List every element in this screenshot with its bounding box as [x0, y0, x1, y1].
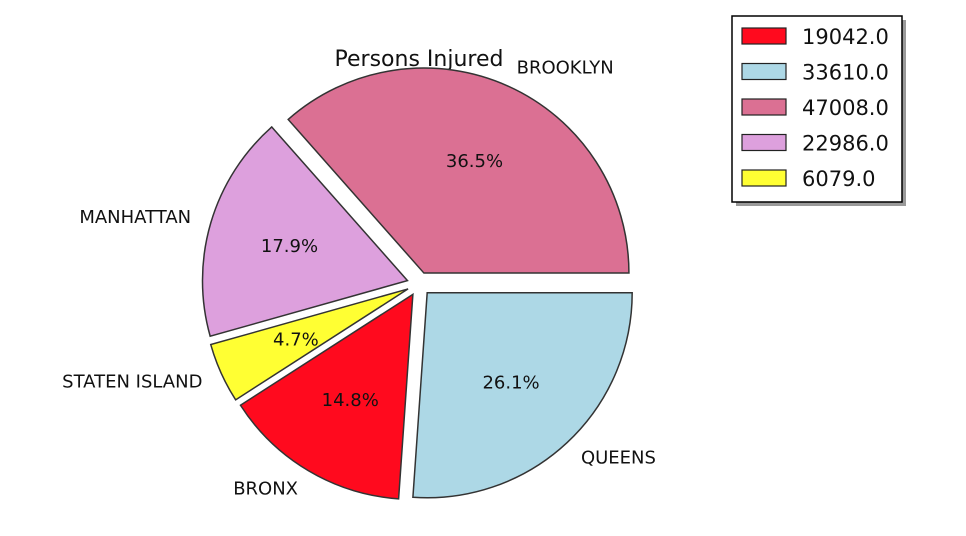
slice-labels: BROOKLYN MANHATTAN STATEN ISLAND BRONX QUEEN… — [62, 57, 656, 499]
pie-slice-manhattan — [201, 125, 409, 338]
pie-slice-bronx — [239, 292, 414, 500]
legend-label-brooklyn: 47008.0 — [802, 96, 889, 120]
percent-labels: 36.5% 17.9% 4.7% 14.8% 26.1% — [261, 151, 540, 411]
legend-swatch-manhattan — [741, 133, 787, 152]
legend-label-manhattan: 22986.0 — [802, 132, 889, 156]
legend-swatch-staten-island — [741, 169, 787, 187]
percent-label-bronx: 14.8% — [322, 390, 379, 411]
percent-label-staten-island: 4.7% — [273, 329, 319, 350]
legend-label-queens: 33610.0 — [802, 61, 889, 85]
legend-swatch-queens — [741, 62, 787, 81]
legend-label-bronx: 19042.0 — [802, 25, 889, 49]
pie-slices — [201, 67, 633, 500]
slice-label-staten-island: STATEN ISLAND — [62, 372, 202, 393]
legend-items: 19042.0 33610.0 47008.0 22986.0 6079.0 — [741, 25, 889, 191]
pie-slice-queens — [412, 292, 633, 499]
slice-label-manhattan: MANHATTAN — [79, 207, 191, 228]
percent-label-queens: 26.1% — [482, 373, 539, 394]
legend-label-staten-island: 6079.0 — [802, 167, 875, 191]
legend-swatch-brooklyn — [741, 98, 787, 116]
pie-slice-brooklyn — [287, 67, 630, 274]
percent-label-brooklyn: 36.5% — [446, 151, 503, 172]
percent-label-manhattan: 17.9% — [261, 236, 318, 257]
slice-label-queens: QUEENS — [581, 448, 656, 469]
pie-slice-staten-island — [209, 288, 409, 401]
slice-label-brooklyn: BROOKLYN — [517, 57, 614, 78]
legend-swatch-bronx — [741, 27, 787, 45]
legend: 19042.0 33610.0 47008.0 22986.0 6079.0 — [731, 15, 906, 206]
slice-label-bronx: BRONX — [233, 478, 298, 499]
